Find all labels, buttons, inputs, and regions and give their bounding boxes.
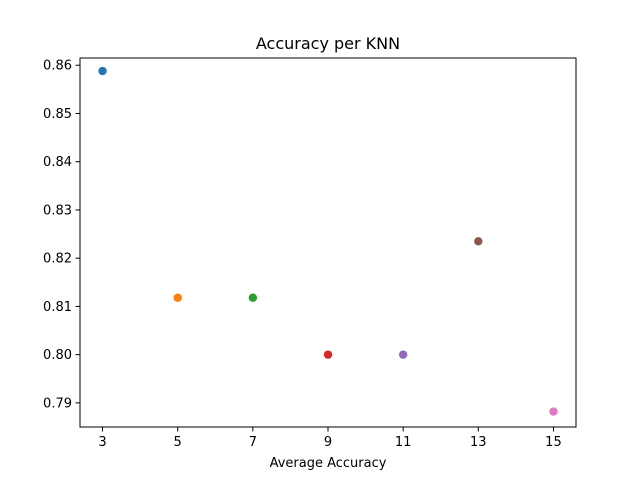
x-axis: 3 5 7 9 11 13 15 bbox=[98, 427, 562, 450]
x-tick-label: 7 bbox=[249, 435, 257, 450]
data-point bbox=[323, 350, 333, 359]
data-point bbox=[98, 66, 107, 76]
y-tick-label: 0.83 bbox=[43, 203, 72, 218]
y-tick-label: 0.84 bbox=[43, 155, 72, 170]
x-tick-label: 15 bbox=[545, 435, 562, 450]
x-tick-label: 3 bbox=[98, 435, 106, 450]
x-tick-label: 11 bbox=[395, 435, 412, 450]
y-tick-label: 0.81 bbox=[43, 300, 72, 315]
y-tick-label: 0.80 bbox=[43, 348, 72, 363]
y-tick-label: 0.86 bbox=[43, 59, 72, 74]
x-tick-label: 13 bbox=[470, 435, 487, 450]
y-tick-label: 0.85 bbox=[43, 107, 72, 122]
x-tick-label: 5 bbox=[174, 435, 182, 450]
data-point bbox=[474, 237, 483, 246]
y-tick-label: 0.82 bbox=[43, 252, 72, 267]
x-axis-label: Average Accuracy bbox=[270, 456, 387, 471]
chart-title: Accuracy per KNN bbox=[256, 34, 400, 53]
data-point bbox=[248, 293, 258, 302]
data-point bbox=[173, 293, 182, 302]
plot-area bbox=[98, 66, 558, 416]
x-tick-label: 9 bbox=[324, 435, 332, 450]
data-point bbox=[398, 350, 408, 359]
y-tick-label: 0.79 bbox=[43, 396, 72, 411]
y-axis: 0.79 0.80 0.81 0.82 0.83 0.84 0.85 0.86 bbox=[43, 59, 80, 411]
data-point bbox=[549, 407, 558, 416]
